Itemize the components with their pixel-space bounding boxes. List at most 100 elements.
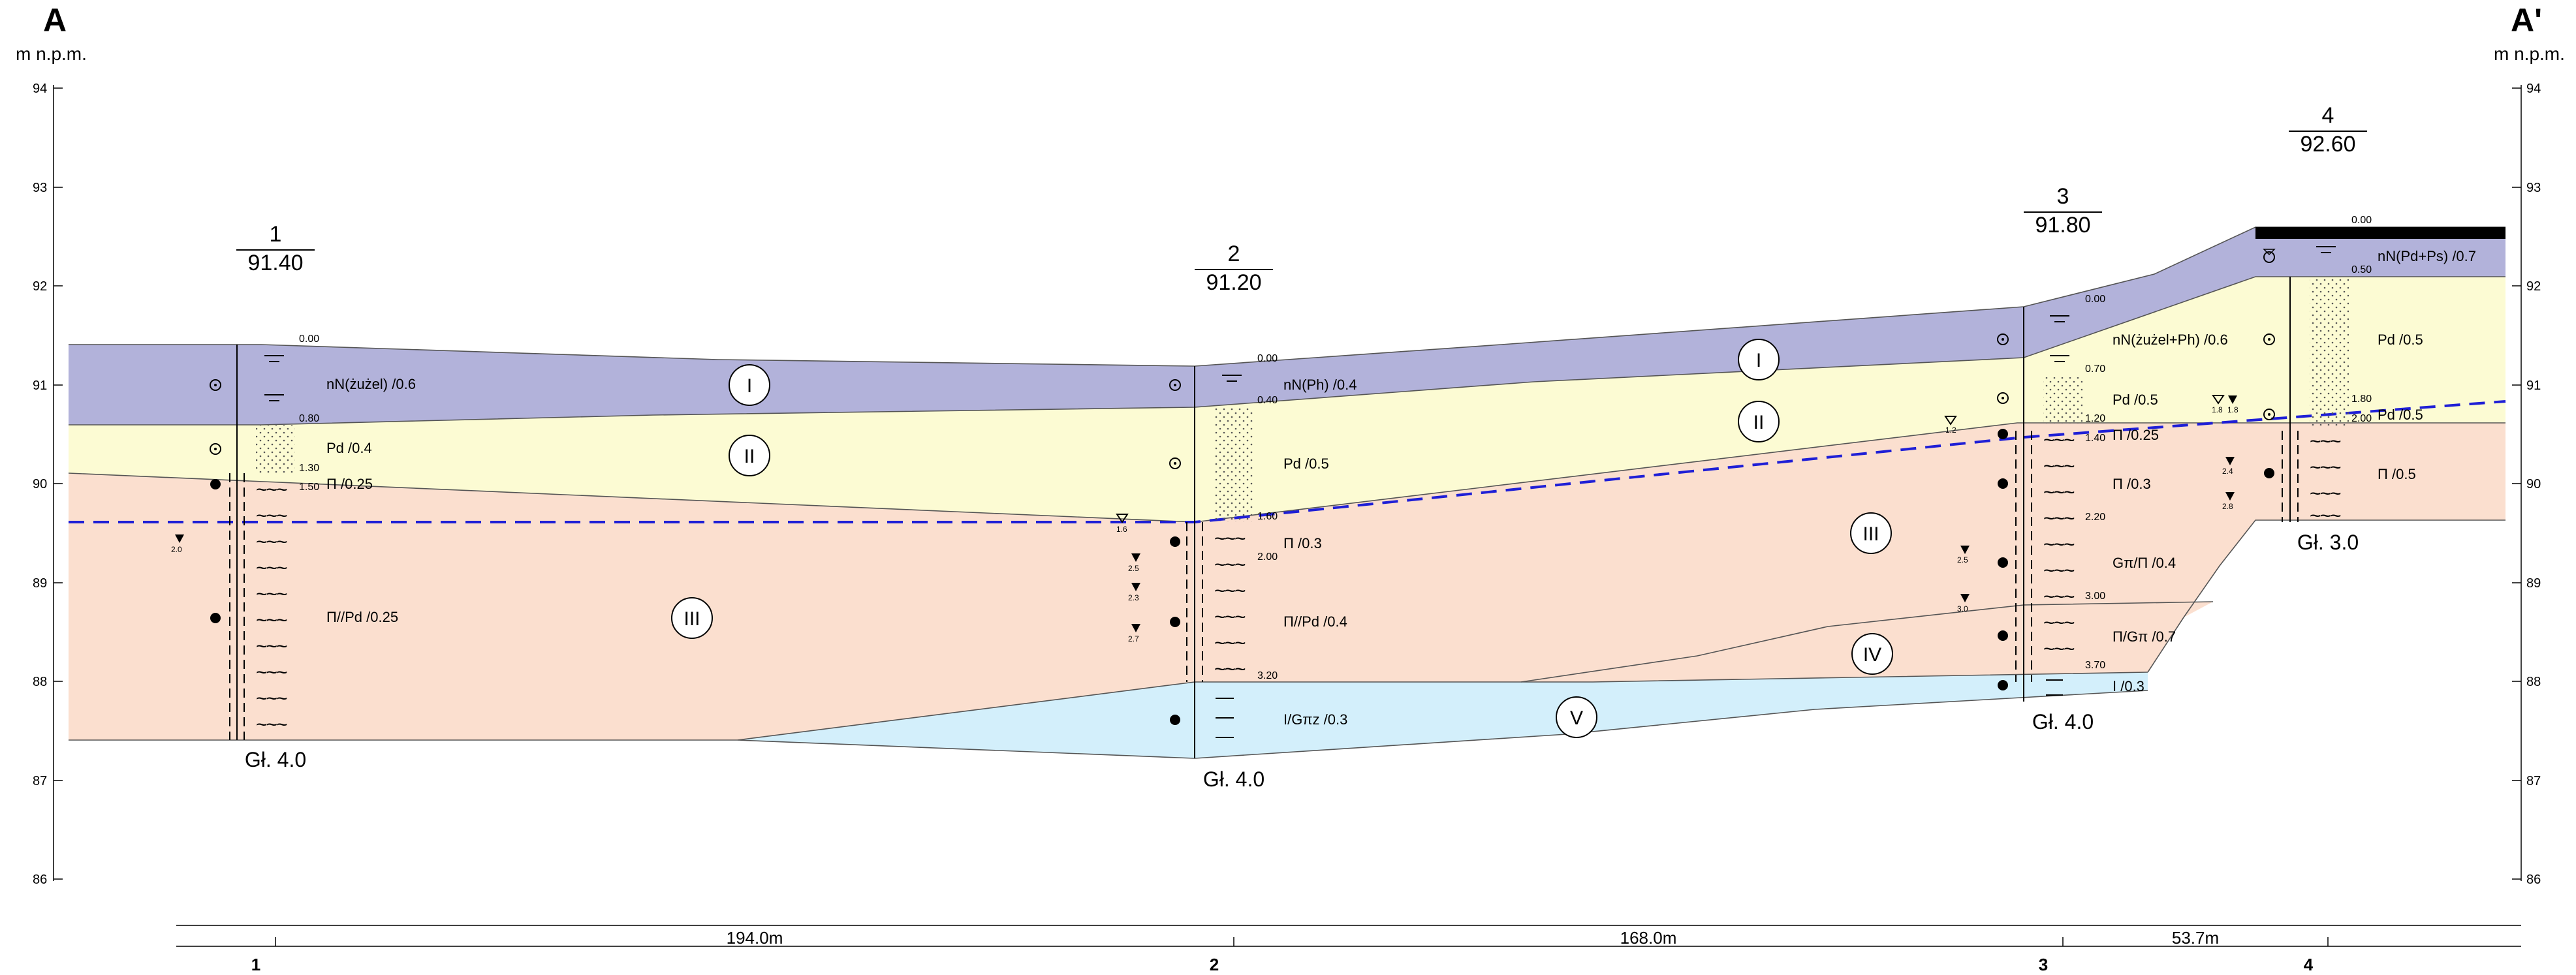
- distance-2-3: 168.0m: [1620, 928, 1677, 948]
- borehole-4-header: 4 92.60: [2289, 103, 2367, 157]
- pavement-strip: [2255, 227, 2505, 239]
- borehole-3-elevation: 91.80: [2035, 213, 2090, 238]
- borehole-1-column: ~~~ ~~~ ~~~ ~~~ ~~~ ~~~ ~~~ ~~~ ~~~ ~~~: [175, 345, 295, 740]
- layer-markers: [671, 339, 1893, 738]
- right-unit-label: m n.p.m.: [2494, 44, 2565, 64]
- borehole-1-header: 1 91.40: [236, 222, 315, 275]
- left-tick-93: 93: [33, 181, 47, 195]
- bh3-water-2: 3.0: [1957, 604, 1968, 613]
- bh1-depth-3: 1.50: [299, 482, 319, 493]
- borehole-2-column: ~~~ ~~~ ~~~ ~~~ ~~~ ~~~: [1116, 366, 1253, 758]
- borehole-2-header: 2 91.20: [1195, 241, 1273, 295]
- borehole-4-labels: 0.00 0.50 1.80 2.00: [2351, 215, 2372, 424]
- borehole-4-column: ~~~ ~~~ ~~~ ~~~: [2212, 246, 2349, 527]
- borehole-3-labels: 0.00 0.70 1.20 1.40 2.20 3.00 3.70: [2085, 294, 2105, 671]
- layer-boundaries: [68, 226, 2505, 759]
- bh3-depth-0: 0.00: [2085, 294, 2105, 305]
- bh1-soil-0: nN(żużel) /0.6: [326, 376, 416, 392]
- borehole-3-column: ~~~ ~~~ ~~~ ~~~ ~~~ ~~~ ~~~ ~~~ ~~~: [1944, 307, 2082, 702]
- bh2-soil-1: Pd /0.5: [1283, 456, 1329, 472]
- groundwater-line: [69, 400, 2506, 523]
- bh1-depth-2: 1.30: [299, 463, 319, 474]
- svg-text:~~~: ~~~: [2310, 483, 2341, 504]
- svg-text:~~~: ~~~: [2043, 508, 2075, 529]
- borehole-2-depth: Gł. 4.0: [1203, 767, 1264, 791]
- bh2-water-0: 1.6: [1116, 525, 1127, 534]
- svg-text:~~~: ~~~: [2310, 457, 2341, 478]
- svg-text:~~~: ~~~: [256, 479, 287, 501]
- bh2-depth-1: 0.40: [1257, 395, 1278, 406]
- svg-text:~~~: ~~~: [2310, 431, 2341, 452]
- svg-text:~~~: ~~~: [256, 610, 287, 631]
- bh4-water-3: 2.8: [2222, 502, 2233, 511]
- bh4-water-labels: 1.8 1.8 2.4 2.8: [2212, 405, 2238, 511]
- svg-text:~~~: ~~~: [2043, 612, 2075, 634]
- bh1-soil-2: Π /0.25: [326, 476, 373, 492]
- bh1-depth-1: 0.80: [299, 413, 319, 424]
- left-axis: [53, 85, 63, 881]
- borehole-1-elevation: 91.40: [247, 251, 303, 275]
- layer-v-label: V: [1570, 707, 1583, 729]
- left-unit-label: m n.p.m.: [16, 44, 87, 64]
- bh3-soil-3: Π /0.3: [2113, 476, 2151, 492]
- right-axis: [2512, 85, 2522, 881]
- left-tick-94: 94: [33, 82, 47, 96]
- layer-i-label-2: I: [1756, 350, 1761, 371]
- bh2-soil-2: Π /0.3: [1283, 535, 1322, 551]
- layer-v: [738, 672, 2148, 758]
- bh3-water-labels: 1.2 2.5 3.0: [1945, 426, 1968, 613]
- svg-text:~~~: ~~~: [2043, 586, 2075, 608]
- bh4-depth-1: 0.50: [2351, 264, 2372, 275]
- borehole-4-elevation: 92.60: [2300, 132, 2355, 157]
- svg-text:~~~: ~~~: [2310, 505, 2341, 527]
- bh2-depth-4: 3.20: [1257, 670, 1278, 681]
- bh2-water-2: 2.3: [1128, 593, 1139, 602]
- bh3-depth-2: 1.20: [2085, 413, 2105, 424]
- right-tick-88: 88: [2526, 675, 2541, 689]
- left-tick-88: 88: [33, 675, 47, 689]
- bh3-soil-6: I /0.3: [2113, 678, 2144, 694]
- bh3-depth-5: 3.00: [2085, 591, 2105, 602]
- bh4-water-0: 1.8: [2212, 405, 2223, 414]
- distance-3-4: 53.7m: [2172, 928, 2219, 948]
- scale-point-1: 1: [251, 955, 260, 974]
- svg-text:~~~: ~~~: [2043, 482, 2075, 503]
- borehole-1-number: 1: [270, 222, 282, 247]
- layer-iii-label: III: [683, 608, 700, 630]
- borehole-2-number: 2: [1228, 241, 1240, 266]
- svg-text:~~~: ~~~: [256, 531, 287, 553]
- layer-i: [69, 227, 2505, 425]
- bh1-soil-3: Π//Pd /0.25: [326, 609, 398, 625]
- svg-text:~~~: ~~~: [1214, 632, 1246, 654]
- bh3-depth-4: 2.20: [2085, 512, 2105, 523]
- scale-point-2: 2: [1210, 955, 1219, 974]
- right-tick-92: 92: [2526, 279, 2541, 294]
- left-tick-92: 92: [33, 279, 47, 294]
- svg-text:~~~: ~~~: [256, 636, 287, 657]
- bh2-soil-3: Π//Pd /0.4: [1283, 613, 1347, 630]
- bh4-depth-0: 0.00: [2351, 215, 2372, 226]
- bh4-soil-2: Pd /0.5: [2378, 407, 2423, 423]
- bh4-water-2: 2.4: [2222, 467, 2233, 476]
- layer-iv-label: IV: [1863, 644, 1881, 666]
- svg-text:~~~: ~~~: [256, 714, 287, 735]
- right-tick-90: 90: [2526, 477, 2541, 491]
- right-tick-89: 89: [2526, 576, 2541, 591]
- bh2-depth-3: 2.00: [1257, 551, 1278, 563]
- borehole-3-soils: nN(żużel+Ph) /0.6 Pd /0.5 Π /0.25 Π /0.3…: [2113, 332, 2228, 694]
- distance-1-2: 194.0m: [727, 928, 783, 948]
- svg-text:~~~: ~~~: [256, 505, 287, 527]
- svg-text:~~~: ~~~: [256, 688, 287, 709]
- scale-point-3: 3: [2039, 955, 2048, 974]
- scale-point-4: 4: [2304, 955, 2314, 974]
- bh3-depth-6: 3.70: [2085, 660, 2105, 671]
- bh1-water-depth: 2.0: [171, 545, 182, 554]
- borehole-3-number: 3: [2057, 184, 2069, 209]
- svg-text:~~~: ~~~: [1214, 658, 1246, 680]
- bh4-water-1: 1.8: [2227, 405, 2238, 414]
- svg-text:~~~: ~~~: [1214, 580, 1246, 602]
- left-tick-86: 86: [33, 873, 47, 887]
- bh2-water-labels: 1.6 2.5 2.3 2.7: [1116, 525, 1139, 643]
- borehole-4-depth: Gł. 3.0: [2297, 531, 2359, 554]
- svg-text:~~~: ~~~: [1214, 554, 1246, 576]
